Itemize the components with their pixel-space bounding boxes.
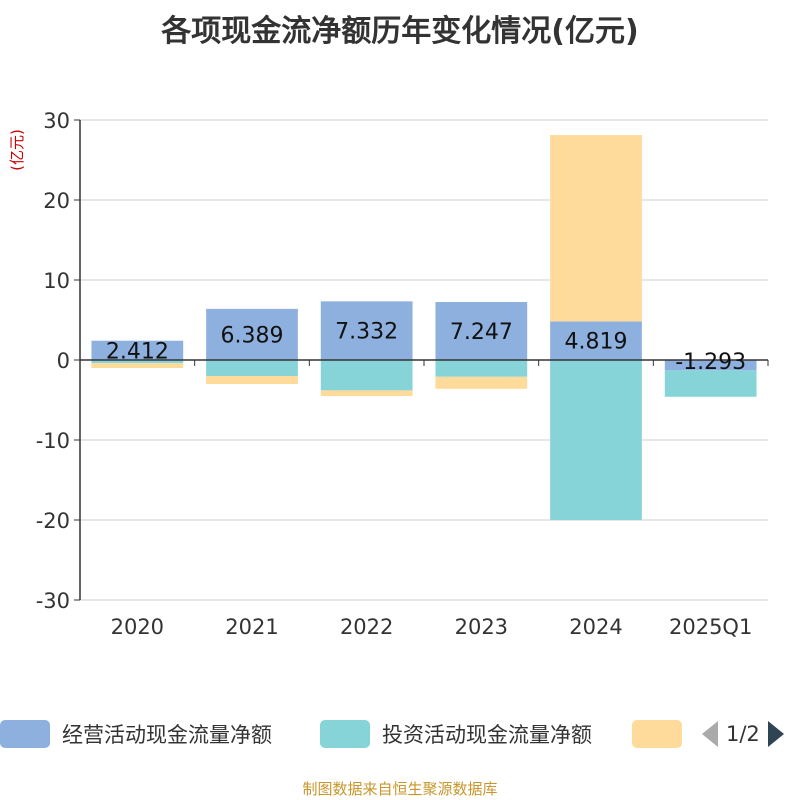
y-tick-label: -20 — [36, 509, 70, 533]
y-tick-label: 20 — [43, 189, 70, 213]
bar-series-1-2020 — [91, 360, 184, 364]
legend-item-operating[interactable]: 经营活动现金流量净额 — [0, 716, 272, 752]
legend-label-investing: 投资活动现金流量净额 — [382, 723, 592, 747]
bar-series-2-2020 — [91, 363, 184, 368]
bar-series-1-2024 — [550, 360, 642, 520]
data-label-operating: 4.819 — [565, 330, 628, 355]
bar-series-0-2023 — [435, 302, 528, 360]
bar-series-0-2021 — [206, 308, 298, 360]
bar-series-1-2025Q1 — [664, 370, 757, 397]
x-tick-label: 2020 — [111, 615, 164, 639]
y-unit-label: (亿元) — [8, 129, 26, 171]
legend-swatch-operating — [0, 720, 50, 748]
x-tick-label: 2023 — [455, 615, 508, 639]
cash-flow-chart: 30 20 10 0 -10 -20 -30 (亿元) 2020 2021 2022 2023 2024… — [8, 109, 769, 639]
x-tick-label: 2024 — [569, 615, 622, 639]
data-source-note: 制图数据来自恒生聚源数据库 — [302, 780, 498, 798]
bar-series-1-2022 — [320, 360, 413, 391]
legend-pager: 1/2 — [700, 716, 786, 752]
y-tick-label: 0 — [57, 349, 70, 373]
bar-series-0-2022 — [320, 301, 413, 360]
data-label-operating: 2.412 — [106, 339, 169, 364]
legend-item-financing[interactable] — [632, 716, 694, 752]
bar-series-1-2023 — [435, 360, 528, 377]
bar-series-2-2022 — [320, 390, 413, 396]
legend: 经营活动现金流量净额 投资活动现金流量净额 1/2 — [0, 716, 800, 752]
legend-swatch-investing — [320, 720, 370, 748]
legend-item-investing[interactable]: 投资活动现金流量净额 — [320, 716, 592, 752]
y-tick-label: -10 — [36, 429, 70, 453]
bar-series-2-2023 — [435, 376, 528, 389]
bar-series-0-2025Q1 — [664, 360, 757, 371]
y-tick-label: -30 — [36, 589, 70, 613]
data-label-operating: 6.389 — [221, 323, 284, 348]
x-tick-label: 2025Q1 — [669, 615, 752, 639]
bar-series-2-2021 — [206, 376, 298, 384]
x-tick-label: 2022 — [340, 615, 393, 639]
bar-series-2-2024 — [550, 135, 642, 322]
chart-title: 各项现金流净额历年变化情况(亿元) — [161, 14, 639, 49]
data-label-operating: 7.332 — [335, 320, 398, 345]
x-tick-label: 2021 — [225, 615, 278, 639]
chevron-left-icon[interactable] — [700, 719, 720, 749]
legend-page-indicator: 1/2 — [726, 722, 760, 746]
y-tick-label: 30 — [43, 109, 70, 133]
legend-label-operating: 经营活动现金流量净额 — [62, 723, 272, 747]
chevron-right-icon[interactable] — [766, 719, 786, 749]
bar-series-0-2024 — [550, 321, 642, 360]
data-label-operating: -1.293 — [675, 350, 746, 375]
bar-series-0-2020 — [91, 340, 184, 360]
y-tick-label: 10 — [43, 269, 70, 293]
bar-series-1-2021 — [206, 360, 298, 376]
data-label-operating: 7.247 — [450, 320, 513, 345]
legend-swatch-financing — [632, 720, 682, 748]
